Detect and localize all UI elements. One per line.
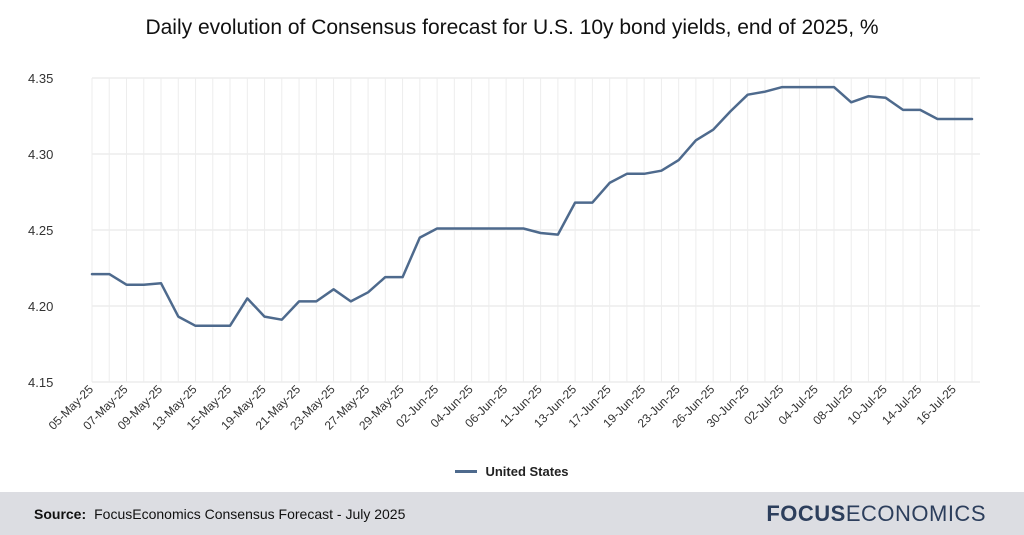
logo-focus: FOCUS [766, 501, 846, 526]
series-line-united-states [90, 85, 974, 328]
y-tick-label-4: 4.35 [28, 71, 53, 86]
focuseconomics-logo[interactable]: FOCUSECONOMICS [766, 501, 986, 527]
series-layer [90, 85, 974, 328]
y-tick-label-0: 4.15 [28, 375, 53, 390]
legend[interactable]: United States [0, 464, 1024, 479]
x-axis: 05-May-2507-May-2509-May-2513-May-2515-M… [46, 382, 959, 433]
line-chart: 4.15 4.20 4.25 4.30 4.35 05-May-2507-May-250… [28, 71, 980, 433]
logo-economics: ECONOMICS [845, 501, 986, 526]
legend-swatch-united-states [455, 470, 478, 473]
source-text: FocusEconomics Consensus Forecast - July… [94, 506, 406, 522]
y-tick-label-2: 4.25 [28, 223, 53, 238]
legend-label-united-states: United States [485, 464, 569, 479]
footer-bar: Source: FocusEconomics Consensus Forecast… [0, 492, 1024, 535]
y-tick-label-3: 4.30 [28, 147, 53, 162]
y-axis: 4.15 4.20 4.25 4.30 4.35 [28, 71, 53, 390]
chart-title: Daily evolution of Consensus forecast fo… [145, 16, 879, 39]
y-tick-label-1: 4.20 [28, 299, 53, 314]
gridlines [91, 77, 980, 383]
source-note: Source: FocusEconomics Consensus Forecast… [34, 506, 405, 522]
source-label: Source: [34, 506, 87, 522]
